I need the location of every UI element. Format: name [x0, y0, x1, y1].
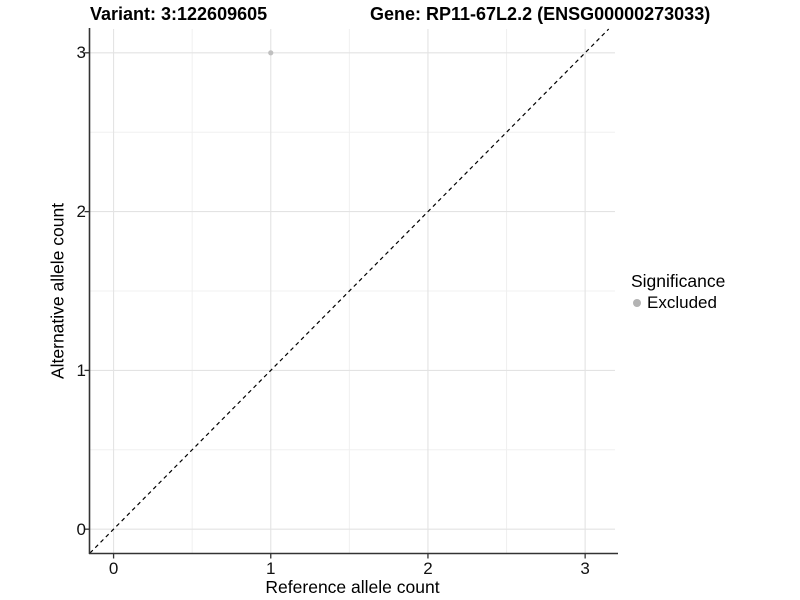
legend-item-label: Excluded: [647, 293, 717, 312]
x-tick-label: 3: [580, 559, 590, 578]
legend-item-excluded: Excluded: [631, 293, 725, 312]
x-axis-title: Reference allele count: [265, 577, 440, 597]
data-point: [268, 50, 274, 56]
y-tick-label: 2: [76, 202, 86, 222]
plot-title-gene: Gene: RP11-67L2.2 (ENSG00000273033): [370, 4, 711, 24]
y-tick-label: 0: [76, 519, 86, 539]
x-tick-label: 0: [108, 559, 119, 578]
plot-title-variant: Variant: 3:122609605: [90, 4, 268, 24]
identity-line: [89, 28, 610, 554]
x-tick-label: 2: [423, 559, 433, 578]
legend: Significance Excluded: [631, 271, 725, 312]
y-axis-title: Alternative allele count: [47, 202, 68, 380]
x-tick-label: 1: [266, 559, 276, 578]
y-tick-label: 3: [76, 43, 86, 63]
y-tick-label: 1: [76, 360, 86, 380]
legend-title: Significance: [631, 271, 726, 291]
legend-point-icon: [633, 298, 641, 307]
